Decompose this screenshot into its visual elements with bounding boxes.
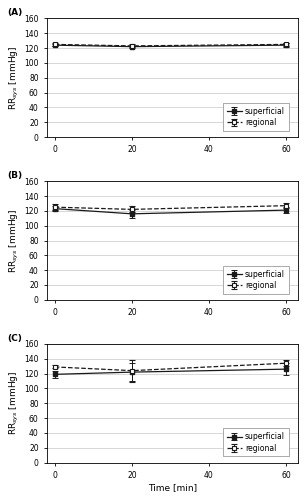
Legend: superficial, regional: superficial, regional [223, 266, 289, 293]
Legend: superficial, regional: superficial, regional [223, 428, 289, 456]
Text: (A): (A) [7, 8, 22, 18]
Y-axis label: RR$_{sys}$ [mmHg]: RR$_{sys}$ [mmHg] [8, 46, 21, 110]
Y-axis label: RR$_{sys}$ [mmHg]: RR$_{sys}$ [mmHg] [8, 208, 21, 272]
X-axis label: Time [min]: Time [min] [148, 482, 197, 492]
Text: (B): (B) [7, 171, 22, 180]
Y-axis label: RR$_{sys}$ [mmHg]: RR$_{sys}$ [mmHg] [8, 371, 21, 436]
Legend: superficial, regional: superficial, regional [223, 103, 289, 131]
Text: (C): (C) [7, 334, 22, 343]
